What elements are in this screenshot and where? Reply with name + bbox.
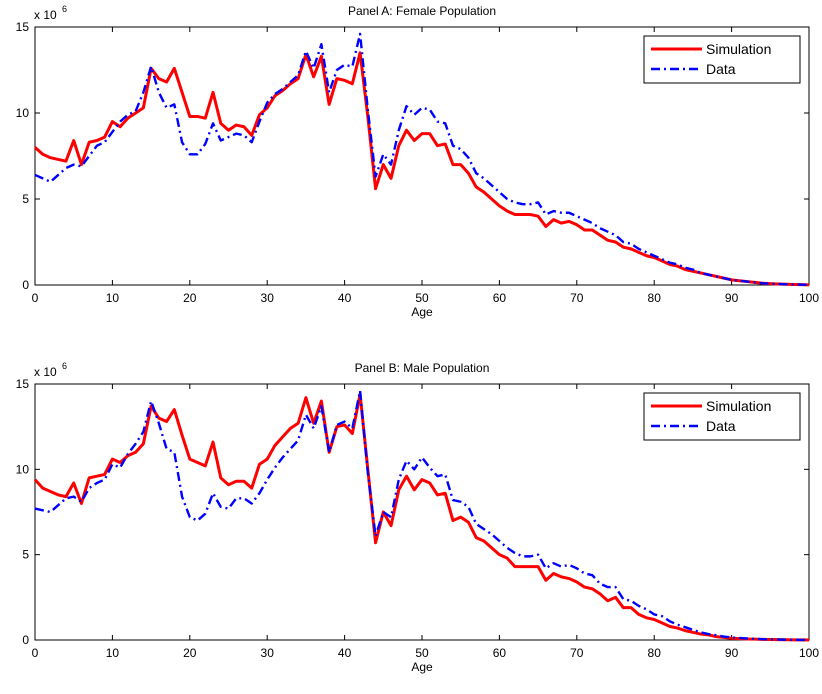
axis-scale-label: x 10 [34, 8, 57, 22]
legend-label-simulation: Simulation [706, 41, 771, 57]
x-tick-label: 40 [338, 291, 352, 305]
x-tick-label: 70 [570, 291, 584, 305]
x-tick-label: 60 [493, 646, 507, 660]
x-tick-label: 60 [493, 291, 507, 305]
x-tick-label: 50 [415, 646, 429, 660]
x-tick-label: 100 [799, 646, 819, 660]
x-tick-label: 0 [32, 646, 39, 660]
x-tick-label: 50 [415, 291, 429, 305]
legend-label-simulation: Simulation [706, 398, 771, 414]
series-line-simulation [33, 392, 810, 642]
series-line-data [34, 32, 810, 287]
y-tick-label: 5 [22, 192, 29, 206]
x-tick-label: 90 [725, 291, 739, 305]
y-tick-label: 15 [16, 377, 30, 391]
series-line-data [34, 389, 810, 642]
legend: Simulation Data [643, 35, 801, 84]
y-tick-label: 5 [22, 548, 29, 562]
y-tick-label: 0 [22, 278, 29, 292]
legend: Simulation Data [643, 392, 801, 441]
x-tick-label: 0 [32, 291, 39, 305]
x-tick-label: 10 [106, 291, 120, 305]
legend-box [643, 35, 801, 84]
x-tick-label: 20 [183, 291, 197, 305]
legend-label-data: Data [706, 418, 736, 434]
x-tick-label: 30 [261, 291, 275, 305]
x-tick-label: 90 [725, 646, 739, 660]
x-tick-label: 100 [799, 291, 819, 305]
x-tick-label: 80 [648, 646, 662, 660]
chart-title: Panel B: Male Population [355, 361, 490, 375]
legend-label-data: Data [706, 61, 736, 77]
axis-scale-exponent: 6 [62, 4, 67, 14]
x-tick-label: 70 [570, 646, 584, 660]
y-tick-label: 10 [16, 106, 30, 120]
x-tick-label: 40 [338, 646, 352, 660]
series-line-simulation [34, 51, 810, 287]
x-axis-label: Age [411, 660, 433, 674]
x-tick-label: 20 [183, 646, 197, 660]
y-tick-label: 10 [16, 462, 30, 476]
x-tick-label: 10 [106, 646, 120, 660]
x-tick-label: 30 [261, 646, 275, 660]
x-axis-label: Age [411, 305, 433, 319]
legend-box [643, 392, 801, 441]
chart-title: Panel A: Female Population [348, 4, 496, 18]
axis-scale-label: x 10 [34, 365, 57, 379]
axis-scale-exponent: 6 [62, 361, 67, 371]
y-tick-label: 0 [22, 633, 29, 647]
x-tick-label: 80 [648, 291, 662, 305]
y-tick-label: 15 [16, 20, 30, 34]
